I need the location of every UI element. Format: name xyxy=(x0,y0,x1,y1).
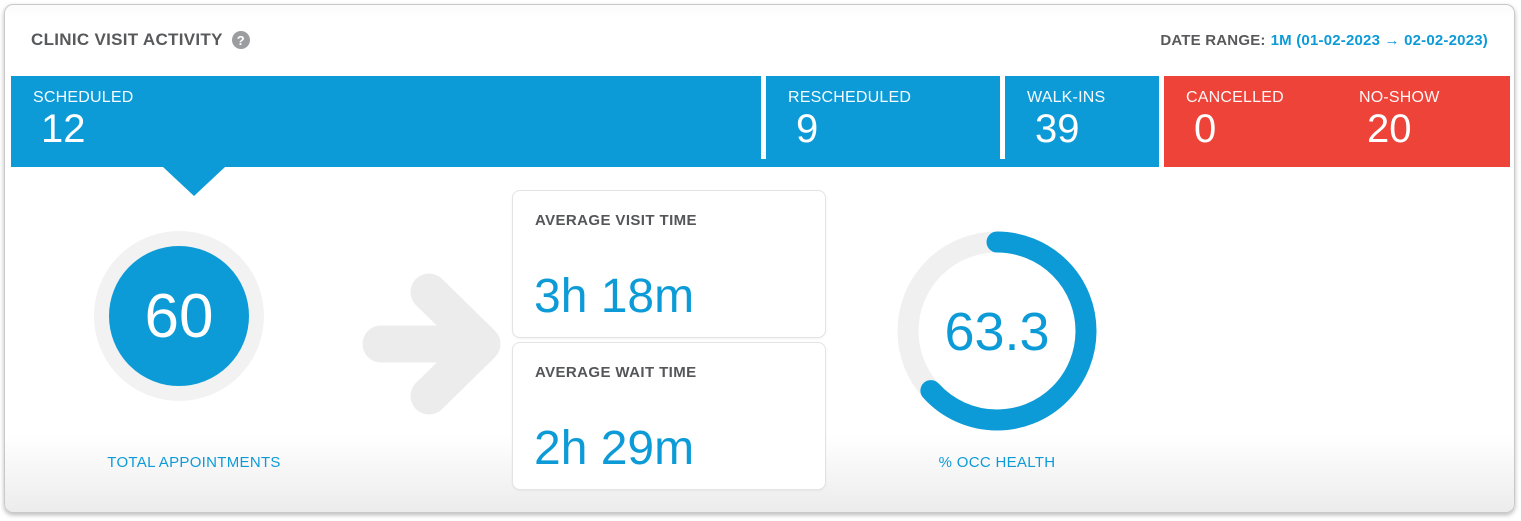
stat-segment-noshow[interactable]: NO-SHOW 20 xyxy=(1337,76,1510,167)
average-visit-time-label: AVERAGE VISIT TIME xyxy=(535,212,697,229)
panel-title-wrap: CLINIC VISIT ACTIVITY ? xyxy=(31,30,250,50)
stat-label: RESCHEDULED xyxy=(788,89,912,106)
segment-divider xyxy=(1159,76,1164,167)
stat-label: CANCELLED xyxy=(1186,89,1284,106)
occ-health-donut xyxy=(897,231,1097,431)
selected-segment-caret-icon xyxy=(163,167,225,196)
date-range-value[interactable]: 1M (01-02-2023 → 02-02-2023) xyxy=(1270,31,1488,49)
clinic-visit-activity-panel: CLINIC VISIT ACTIVITY ? DATE RANGE: 1M (0… xyxy=(4,4,1515,513)
stats-bar: SCHEDULED 12 RESCHEDULED 9 WALK-INS 39 C… xyxy=(11,76,1510,167)
stats-bar-red-group: CANCELLED 0 NO-SHOW 20 xyxy=(1164,76,1510,167)
stat-value: 20 xyxy=(1367,107,1412,151)
stat-label: NO-SHOW xyxy=(1359,89,1440,106)
stat-value: 12 xyxy=(41,107,86,151)
occ-health-label: % OCC HEALTH xyxy=(938,454,1056,471)
stat-value: 39 xyxy=(1035,107,1080,151)
occ-health-gauge: 63.3 xyxy=(897,231,1097,431)
total-appointments-circle: 60 xyxy=(94,231,264,401)
stat-value: 9 xyxy=(796,107,819,151)
stat-segment-walkins[interactable]: WALK-INS 39 xyxy=(1005,76,1159,167)
average-wait-time-label: AVERAGE WAIT TIME xyxy=(535,364,697,381)
panel-header: CLINIC VISIT ACTIVITY ? DATE RANGE: 1M (0… xyxy=(5,5,1514,75)
average-wait-time-value: 2h 29m xyxy=(534,422,695,475)
occ-health-value: 63.3 xyxy=(944,302,1050,362)
segment-divider xyxy=(761,76,766,159)
average-visit-time-value: 3h 18m xyxy=(534,270,695,323)
panel-title: CLINIC VISIT ACTIVITY xyxy=(31,30,223,49)
stat-segment-cancelled[interactable]: CANCELLED 0 xyxy=(1164,76,1337,167)
stats-bar-blue-group: SCHEDULED 12 RESCHEDULED 9 WALK-INS 39 xyxy=(11,76,1159,167)
average-visit-time-card: AVERAGE VISIT TIME 3h 18m xyxy=(512,190,826,338)
stat-segment-rescheduled[interactable]: RESCHEDULED 9 xyxy=(766,76,1000,167)
help-icon[interactable]: ? xyxy=(231,31,250,49)
stat-segment-scheduled[interactable]: SCHEDULED 12 xyxy=(11,76,761,167)
right-arrow-icon xyxy=(362,273,501,415)
date-range: DATE RANGE: 1M (01-02-2023 → 02-02-2023) xyxy=(1160,32,1488,49)
date-range-label: DATE RANGE: xyxy=(1160,31,1266,49)
stat-value: 0 xyxy=(1194,107,1217,151)
average-wait-time-card: AVERAGE WAIT TIME 2h 29m xyxy=(512,342,826,490)
total-appointments-value: 60 xyxy=(144,281,214,351)
total-appointments-label: TOTAL APPOINTMENTS xyxy=(107,454,281,471)
stat-label: WALK-INS xyxy=(1027,89,1106,106)
segment-divider xyxy=(1000,76,1005,159)
stat-label: SCHEDULED xyxy=(33,89,134,106)
